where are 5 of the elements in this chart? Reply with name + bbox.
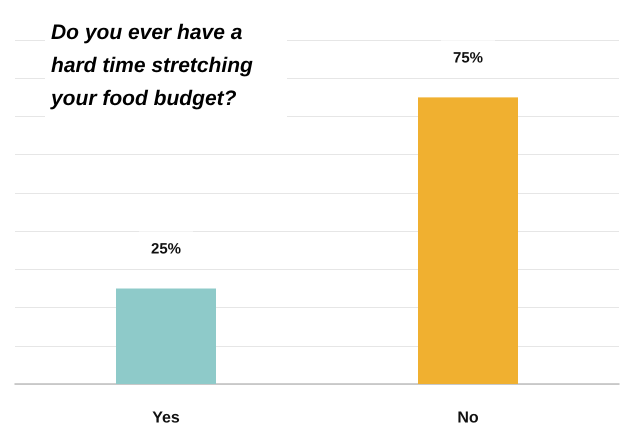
data-label: 75% [452, 49, 484, 66]
x-tick-label: Yes [152, 410, 180, 426]
x-tick-label: No [457, 410, 479, 426]
text: Do you ever have a hard time stretching your food budget? [50, 21, 259, 110]
data-label: 25% [150, 240, 182, 258]
